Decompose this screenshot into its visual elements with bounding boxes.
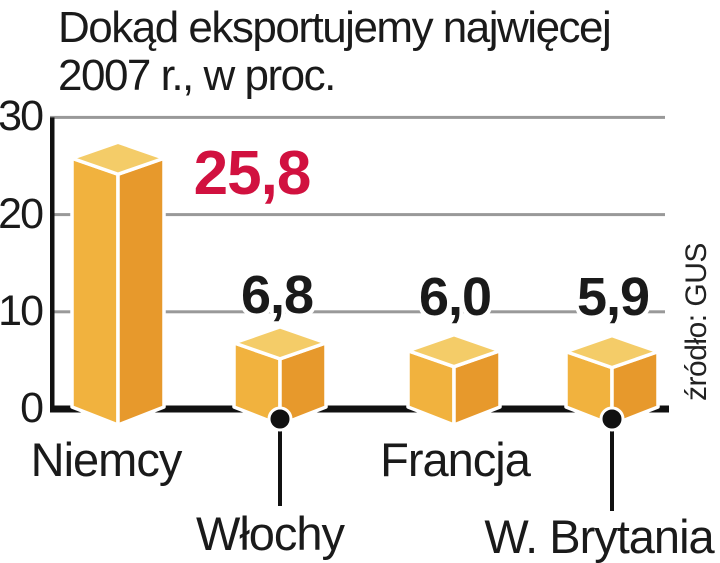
value-label-0: 25,8 bbox=[193, 139, 312, 208]
y-tick-label-10: 10 bbox=[0, 286, 44, 335]
gridline-10 bbox=[50, 310, 665, 314]
chart-title-line1: Dokąd eksportujemy najwięcej bbox=[58, 3, 612, 52]
y-axis-line bbox=[50, 117, 55, 413]
chart-title-line2: 2007 r., w proc. bbox=[58, 51, 336, 100]
value-label-2: 6,0 bbox=[418, 267, 492, 327]
x-axis-baseline bbox=[50, 405, 669, 413]
category-label-0: Niemcy bbox=[30, 433, 183, 486]
bar-right-face-0 bbox=[116, 156, 166, 427]
bar-left-face-0 bbox=[70, 156, 120, 427]
category-label-2: Francja bbox=[380, 433, 531, 486]
gridline-20 bbox=[50, 213, 665, 217]
source-credit: źródło: GUS bbox=[680, 243, 713, 401]
bar-top-face-3 bbox=[564, 333, 660, 370]
value-label-1: 6,8 bbox=[240, 265, 314, 325]
gridline-30 bbox=[50, 115, 665, 119]
leader-line-1 bbox=[278, 419, 282, 506]
category-label-1: Włochy bbox=[195, 507, 345, 560]
bar-top-face-1 bbox=[232, 325, 328, 361]
chart-title: Dokąd eksportujemy najwięcej 2007 r., w … bbox=[58, 4, 698, 100]
bar-top-face-2 bbox=[406, 332, 502, 369]
leader-line-3 bbox=[610, 419, 614, 511]
y-tick-label-20: 20 bbox=[0, 189, 44, 238]
y-tick-label-30: 30 bbox=[0, 92, 44, 141]
anchor-dot-3 bbox=[599, 406, 625, 432]
anchor-dot-1 bbox=[267, 406, 293, 432]
value-label-3: 5,9 bbox=[576, 267, 650, 327]
bar-top-face-0 bbox=[70, 140, 166, 176]
category-label-3: W. Brytania bbox=[484, 510, 714, 563]
y-tick-label-0: 0 bbox=[20, 384, 44, 432]
